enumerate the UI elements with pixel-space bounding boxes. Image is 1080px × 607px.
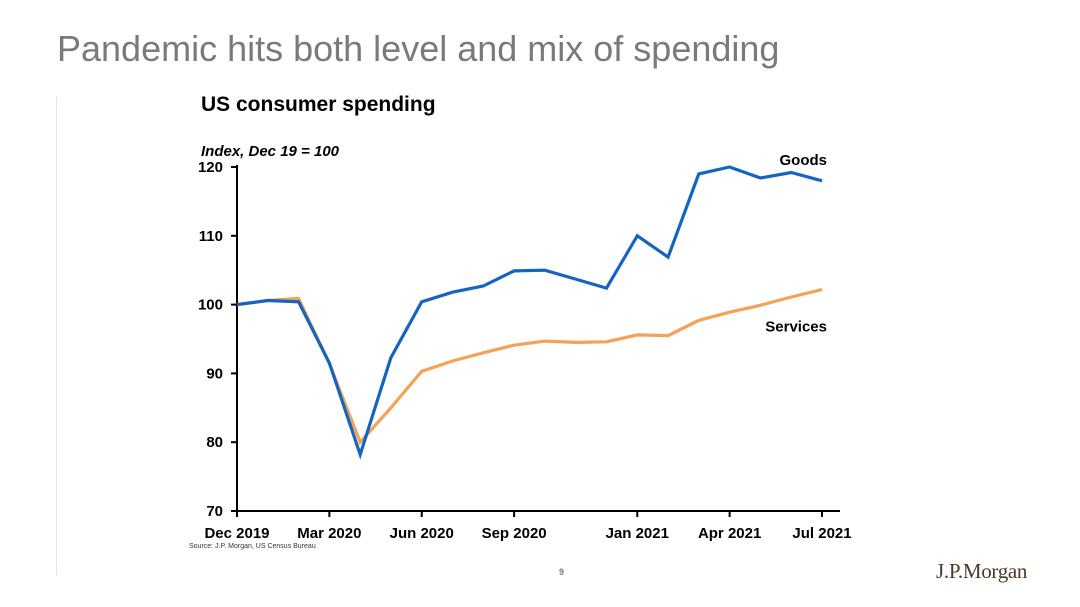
chart-axes	[236, 165, 840, 512]
chart-title: US consumer spending	[201, 93, 436, 116]
y-axis-unit-label: Index, Dec 19 = 100	[201, 143, 340, 160]
x-tick-label: Jun 2020	[390, 525, 454, 542]
services-series-label: Services	[765, 318, 827, 335]
x-tick-label: Apr 2021	[698, 525, 761, 542]
x-tick-label: Sep 2020	[482, 525, 547, 542]
goods-series-label: Goods	[780, 152, 828, 169]
y-tick-label: 120	[198, 159, 223, 176]
y-tick-label: 100	[198, 297, 223, 314]
source-note: Source: J.P. Morgan, US Census Bureau	[189, 543, 316, 550]
y-tick-label: 70	[206, 503, 223, 520]
y-tick-label: 90	[206, 365, 223, 382]
page-number: 9	[559, 567, 565, 577]
x-tick-label: Jul 2021	[792, 525, 851, 542]
x-tick-label: Mar 2020	[297, 525, 361, 542]
y-axis-ticks: 70 80 90 100 110 120	[198, 159, 237, 520]
y-tick-label: 110	[199, 228, 223, 245]
services-line	[236, 287, 823, 446]
x-tick-label: Jan 2021	[606, 525, 669, 542]
series-lines	[236, 165, 823, 460]
x-axis-ticks: Dec 2019 Mar 2020 Jun 2020 Sep 2020 Jan 2021…	[204, 511, 852, 542]
left-divider	[56, 97, 57, 575]
series-labels: Goods Services	[765, 152, 827, 336]
y-tick-label: 80	[206, 434, 223, 451]
jpmorgan-logo: J.P.Morgan	[936, 559, 1028, 583]
x-tick-label: Dec 2019	[204, 525, 269, 542]
goods-line	[236, 165, 823, 460]
slide-title: Pandemic hits both level and mix of spen…	[57, 28, 780, 69]
